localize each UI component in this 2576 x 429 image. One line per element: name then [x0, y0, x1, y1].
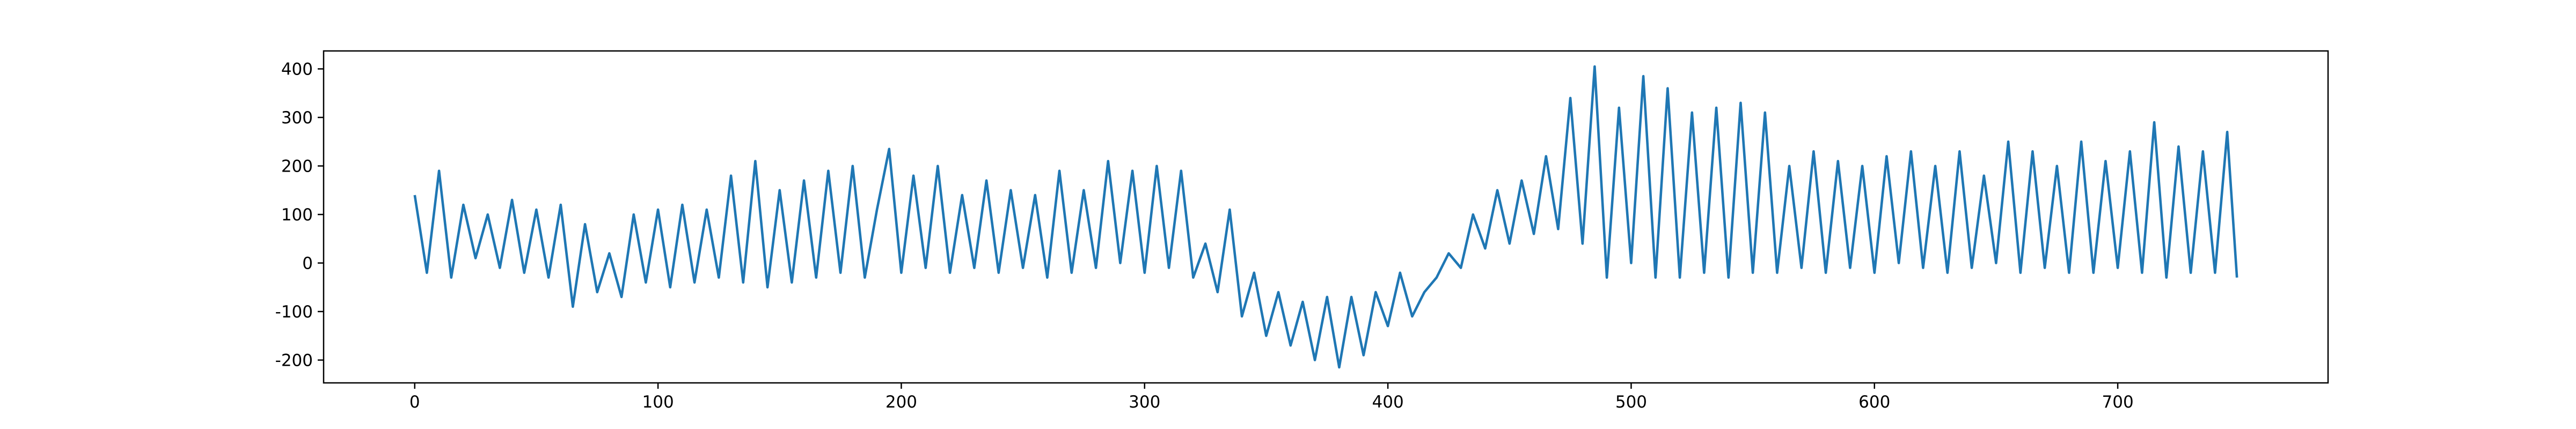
- axes-frame: [323, 50, 2329, 384]
- x-tick-label: 300: [1129, 393, 1160, 412]
- y-tick-label: 300: [281, 108, 313, 128]
- x-tick-label: 100: [642, 393, 674, 412]
- y-tick-label: -100: [275, 302, 313, 322]
- y-tick-label: 0: [302, 254, 313, 273]
- y-tick-label: 400: [281, 60, 313, 79]
- x-tick-label: 0: [409, 393, 420, 412]
- data-line: [413, 65, 2238, 369]
- x-tick-label: 400: [1372, 393, 1404, 412]
- x-tick-label: 600: [1858, 393, 1890, 412]
- y-tick-label: 100: [281, 205, 313, 225]
- plot-area: [413, 65, 2238, 369]
- x-tick-label: 200: [885, 393, 917, 412]
- y-tick-label: 200: [281, 157, 313, 176]
- x-tick-label: 700: [2102, 393, 2134, 412]
- x-tick-label: 500: [1615, 393, 1647, 412]
- y-tick-label: -200: [275, 351, 313, 370]
